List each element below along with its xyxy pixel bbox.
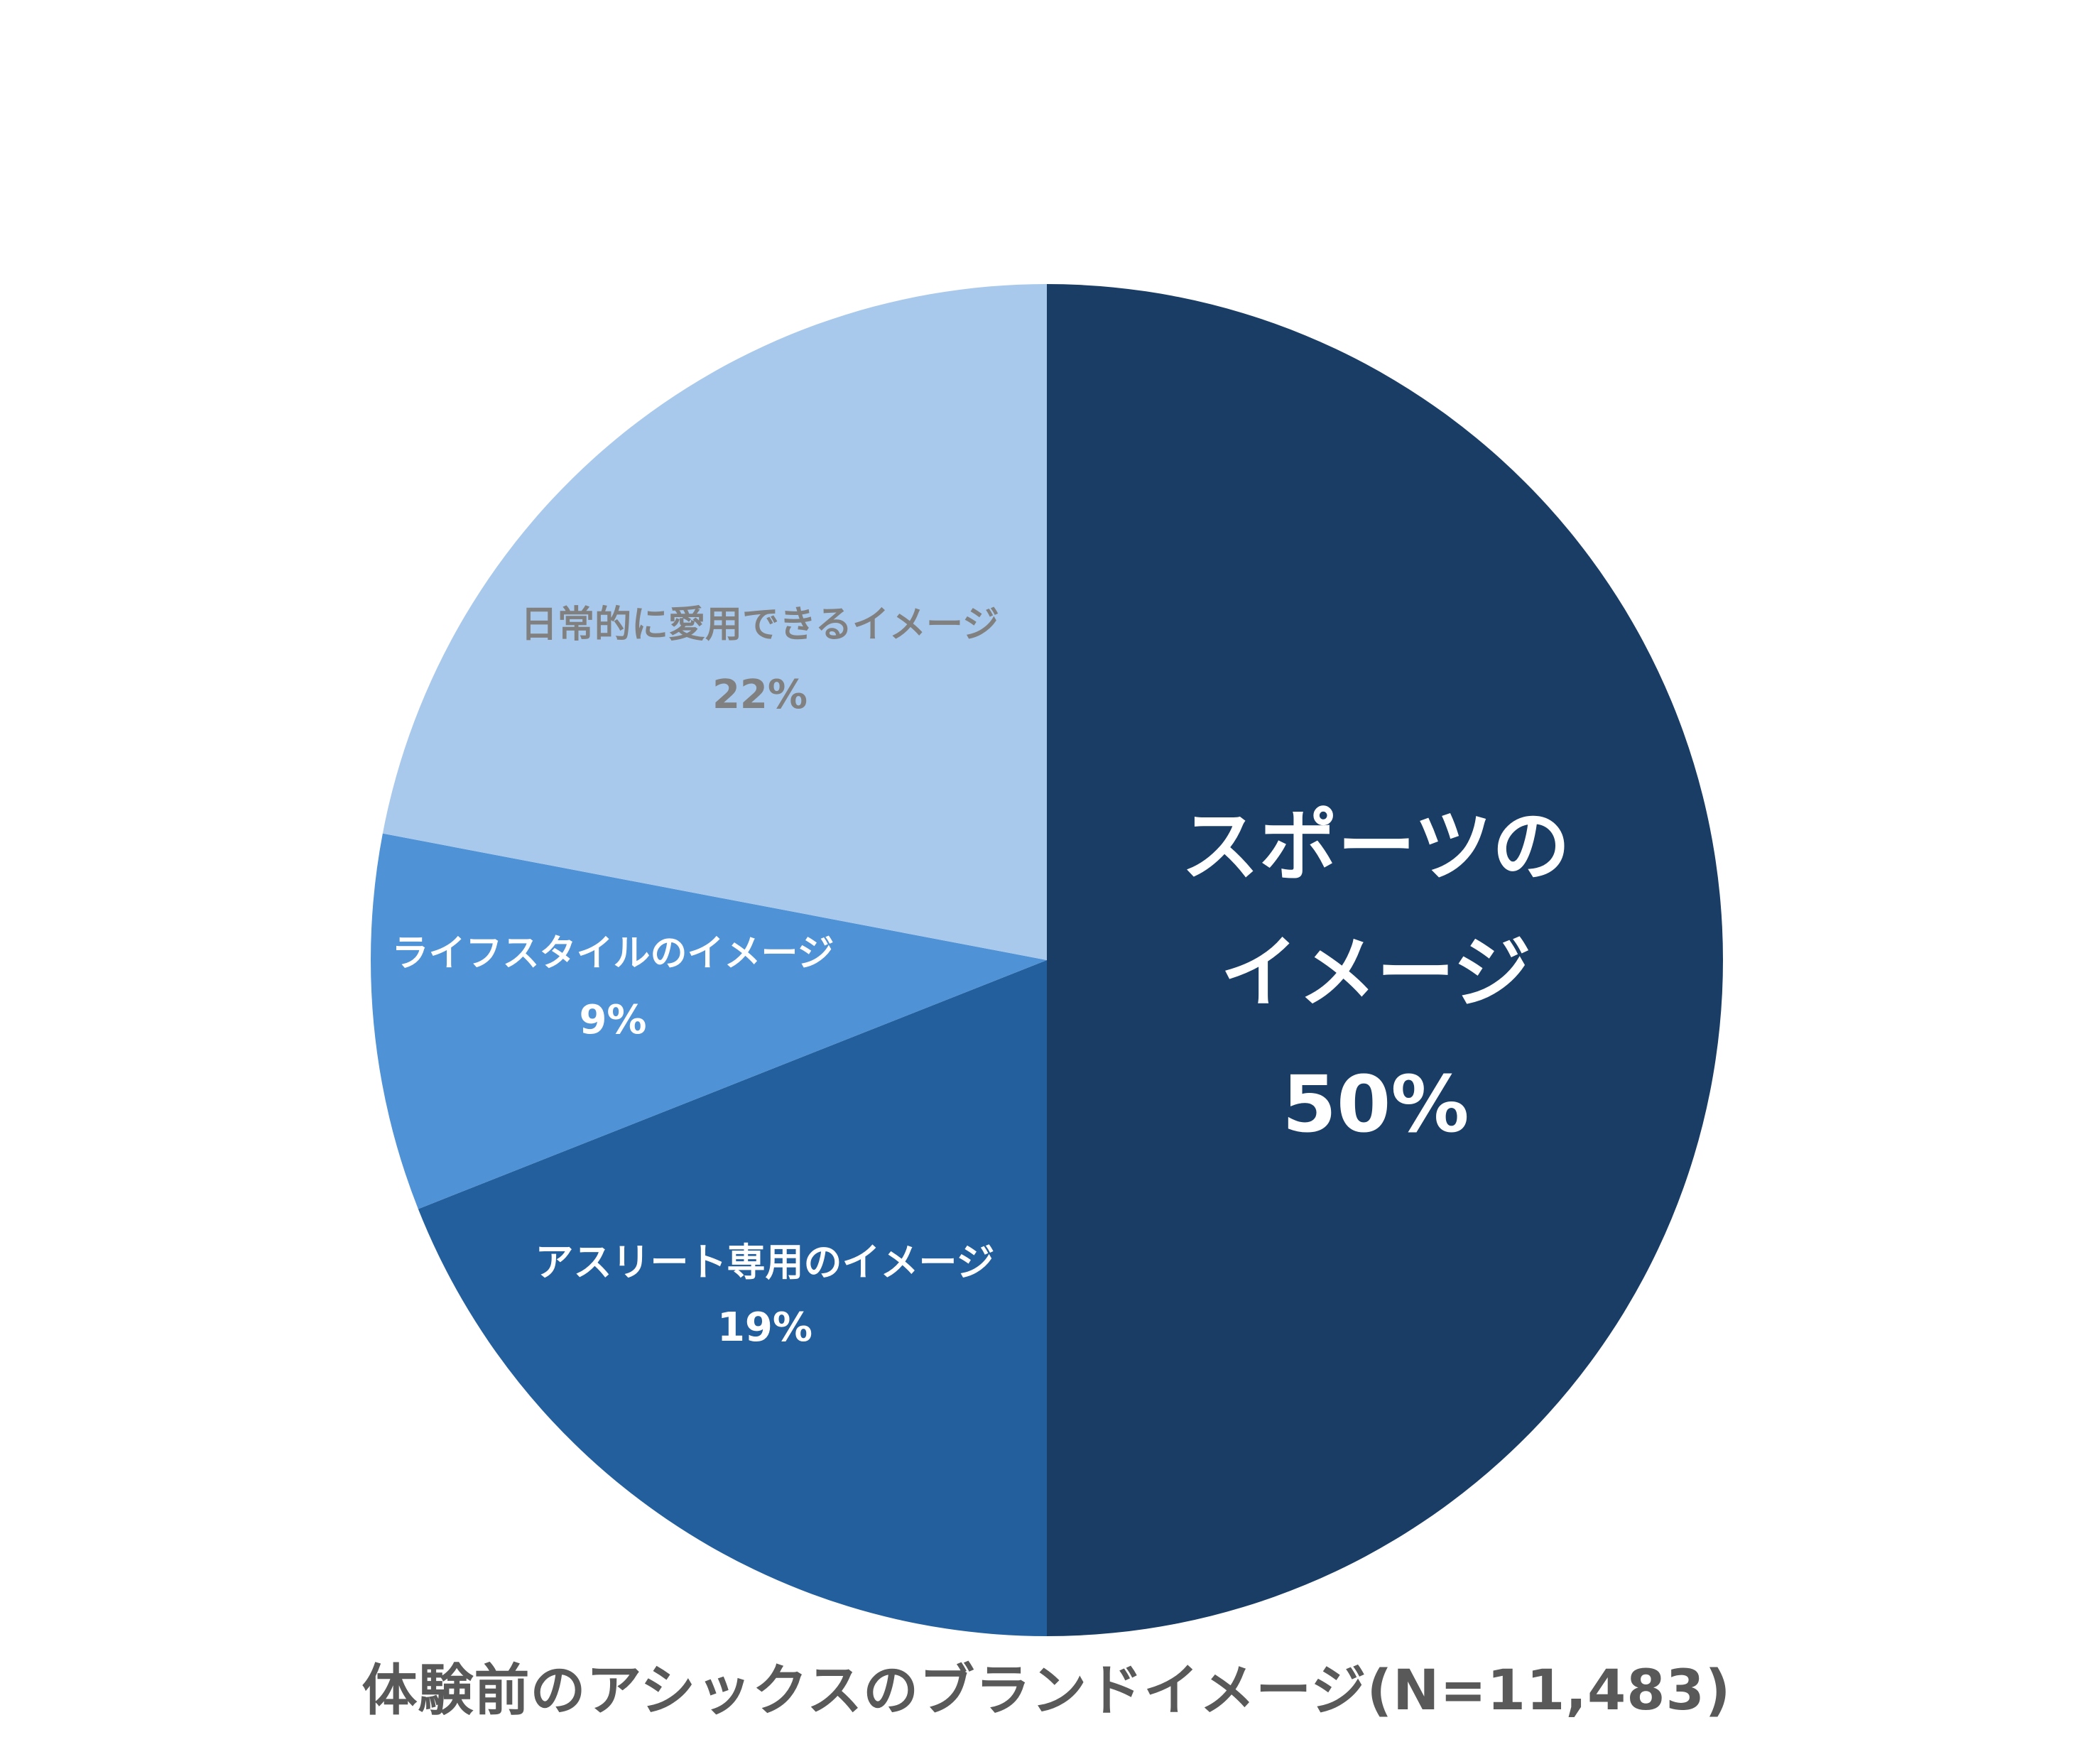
slice-label-0-1: イメージ: [1220, 927, 1531, 1018]
slice-label-3-0: 日常的に愛用できるイメージ: [521, 604, 999, 646]
slice-value-3: 22%: [712, 672, 808, 718]
slice-label-2-0: ライフスタイルのイメージ: [392, 932, 835, 975]
pie-slice-0: [1047, 284, 1723, 1636]
pie-slice-2: [371, 833, 1047, 1209]
slice-value-0: 50%: [1282, 1059, 1469, 1150]
pie-slice-3: [382, 284, 1047, 960]
slice-value-1: 19%: [717, 1305, 812, 1351]
slice-value-2: 9%: [579, 997, 646, 1043]
pie-slice-1: [418, 960, 1047, 1636]
chart-title: 体験前のアシックスのブランドイメージ(N=11,483): [361, 1659, 1732, 1723]
slice-label-0-0: スポーツの: [1181, 801, 1570, 892]
slice-label-1-0: アスリート専用のイメージ: [536, 1240, 995, 1285]
